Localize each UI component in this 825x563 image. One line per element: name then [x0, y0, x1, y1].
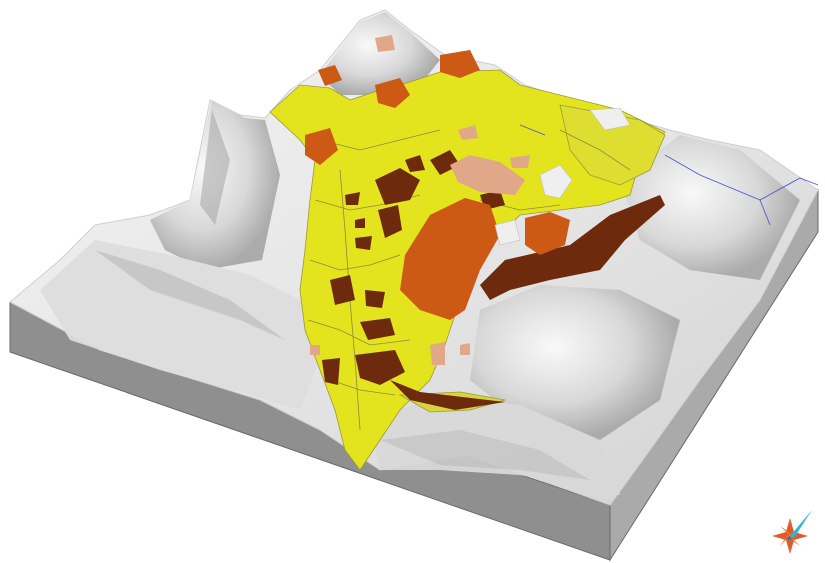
- hill-south-shadow: [380, 430, 590, 480]
- hill-southwest-shadow: [95, 250, 285, 340]
- outcrop-patches: [494, 107, 631, 246]
- hill-east: [620, 135, 800, 280]
- hill-southwest: [40, 240, 320, 410]
- hill-north: [320, 12, 440, 95]
- dark-brown-unit: [322, 150, 665, 410]
- hill-southeast: [470, 285, 680, 440]
- orange-unit: [305, 50, 570, 320]
- streams: [519, 124, 819, 226]
- compass-star-icon: [772, 510, 812, 554]
- valley-fill-east-lobe: [559, 104, 666, 186]
- hill-west-ridge-shadow: [200, 110, 230, 225]
- peach-unit: [310, 35, 530, 365]
- hill-south: [370, 395, 620, 495]
